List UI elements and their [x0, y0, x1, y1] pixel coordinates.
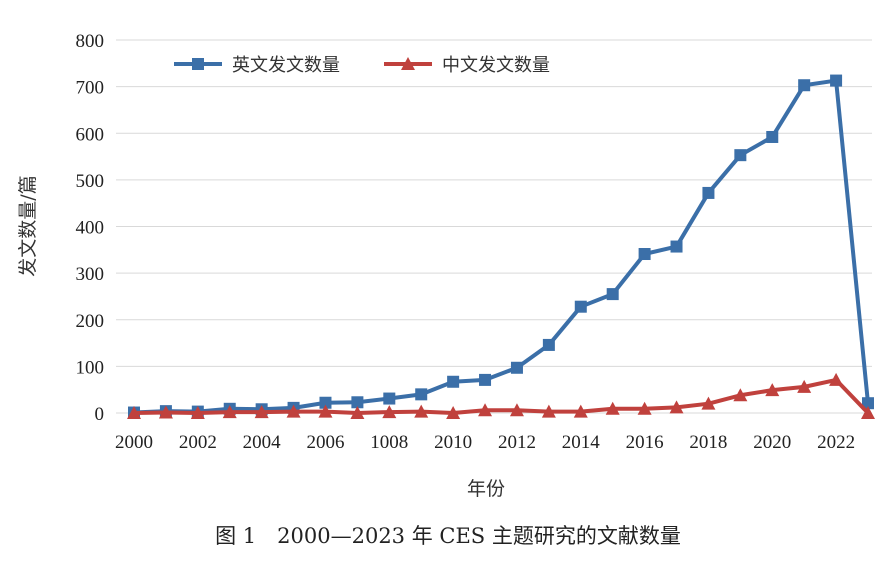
- data-point-zh: [509, 403, 524, 417]
- data-point-en: [447, 375, 460, 388]
- data-point-zh: [254, 405, 269, 419]
- x-tick-label: 2002: [179, 432, 217, 453]
- data-point-zh: [478, 403, 493, 417]
- x-tick-label: 2012: [498, 432, 536, 453]
- data-point-en: [670, 240, 683, 253]
- x-tick-label: 1008: [370, 432, 408, 453]
- x-tick-label: 2020: [753, 432, 791, 453]
- x-tick-label: 2014: [562, 432, 601, 453]
- data-point-zh: [158, 405, 173, 419]
- series-line-zh: [133, 377, 870, 415]
- data-point-zh: [286, 404, 301, 418]
- data-point-zh: [414, 404, 429, 418]
- legend-marker-zh: [401, 57, 415, 70]
- data-point-en: [383, 392, 396, 405]
- y-tick-label: 600: [76, 124, 105, 145]
- data-point-zh: [382, 405, 397, 419]
- y-tick-label: 300: [76, 264, 105, 285]
- x-tick-label: 2016: [626, 432, 664, 453]
- data-point-zh: [222, 405, 237, 419]
- data-point-en: [862, 397, 874, 410]
- data-point-zh: [765, 383, 780, 397]
- data-point-en: [798, 79, 811, 92]
- legend-label-en: 英文发文数量: [232, 55, 340, 76]
- y-tick-label: 800: [76, 31, 105, 52]
- legend: 英文发文数量 中文发文数量: [174, 55, 550, 76]
- x-tick-label: 2004: [243, 432, 282, 453]
- data-point-en: [542, 338, 555, 351]
- x-axis-title: 年份: [467, 478, 505, 500]
- data-point-zh: [446, 406, 461, 419]
- y-tick-label: 700: [76, 78, 105, 99]
- series-lines: [127, 74, 875, 419]
- data-point-en: [415, 388, 428, 401]
- x-tick-label: 2018: [689, 432, 727, 453]
- data-point-en: [574, 300, 587, 313]
- y-tick-label: 200: [76, 311, 105, 332]
- x-tick-label: 2000: [115, 432, 153, 453]
- data-point-zh: [797, 379, 812, 393]
- data-point-zh: [861, 406, 875, 419]
- data-point-en: [702, 186, 715, 199]
- data-point-zh: [127, 406, 141, 419]
- y-axis-tick-labels: 0 100 200 300 400 500 600 700 800: [76, 31, 105, 425]
- data-point-zh: [318, 404, 333, 418]
- legend-label-zh: 中文发文数量: [442, 55, 550, 76]
- data-point-en: [606, 288, 619, 301]
- legend-marker-en: [192, 58, 204, 70]
- x-tick-label: 2010: [434, 432, 472, 453]
- series-line-en: [133, 78, 870, 415]
- data-point-en: [766, 130, 779, 143]
- data-point-en: [638, 248, 651, 261]
- data-point-en: [479, 373, 492, 386]
- data-point-en: [510, 361, 523, 374]
- x-tick-label: 2006: [306, 432, 344, 453]
- y-tick-label: 0: [95, 404, 105, 425]
- data-point-zh: [733, 388, 748, 402]
- data-point-zh: [829, 372, 844, 386]
- y-tick-label: 400: [76, 218, 105, 239]
- data-point-zh: [637, 401, 652, 415]
- data-point-zh: [669, 400, 684, 414]
- data-point-zh: [541, 404, 556, 418]
- x-axis-tick-labels: 2000 2002 2004 2006 1008 2010 2012 2014 2016 2018…: [115, 432, 855, 453]
- y-tick-label: 500: [76, 171, 105, 192]
- gridlines: [116, 39, 872, 414]
- data-point-en: [351, 396, 364, 409]
- data-point-zh: [701, 396, 716, 410]
- data-point-en: [830, 74, 843, 87]
- data-point-zh: [573, 404, 588, 418]
- y-axis-title: 发文数量/篇: [17, 175, 39, 276]
- data-point-zh: [190, 406, 205, 419]
- figure-caption: 图 1 2000—2023 年 CES 主题研究的文献数量: [215, 524, 681, 548]
- data-point-zh: [605, 401, 620, 415]
- y-tick-label: 100: [76, 357, 105, 378]
- x-tick-label: 2022: [817, 432, 855, 453]
- data-point-zh: [350, 406, 365, 419]
- data-point-en: [319, 396, 332, 409]
- data-point-en: [734, 149, 747, 162]
